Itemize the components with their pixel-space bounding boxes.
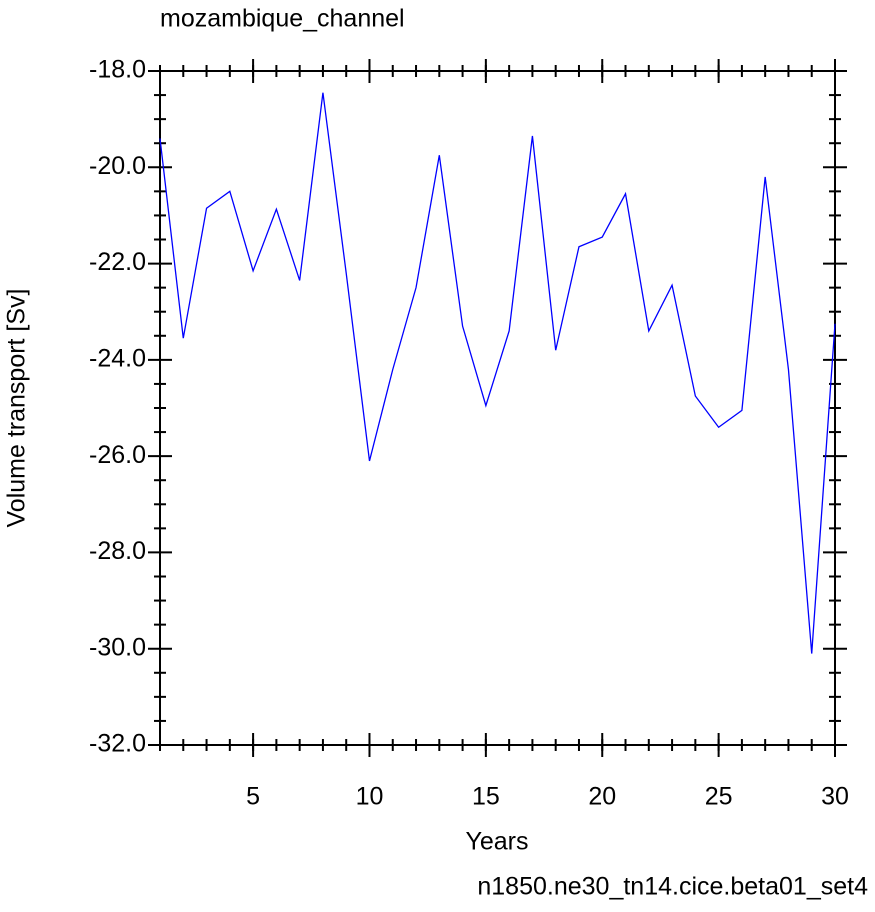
y-axis-label: Volume transport [Sv] <box>3 288 31 527</box>
y-tick-label: -18.0 <box>89 56 146 84</box>
chart-title: mozambique_channel <box>160 5 405 33</box>
x-tick-label: 20 <box>588 783 616 811</box>
y-tick-label: -20.0 <box>89 152 146 180</box>
y-tick-label: -26.0 <box>89 441 146 469</box>
x-tick-label: 10 <box>356 783 384 811</box>
y-tick-label: -30.0 <box>89 633 146 661</box>
y-tick-label: -28.0 <box>89 537 146 565</box>
y-tick-label: -22.0 <box>89 248 146 276</box>
y-tick-label: -32.0 <box>89 730 146 758</box>
x-tick-label: 15 <box>472 783 500 811</box>
plot-frame <box>159 70 836 746</box>
x-tick-label: 5 <box>246 783 260 811</box>
caption: n1850.ne30_tn14.cice.beta01_set4 <box>477 873 868 901</box>
y-tick-label: -24.0 <box>89 344 146 372</box>
x-tick-label: 30 <box>821 783 849 811</box>
x-axis-label: Years <box>465 828 528 856</box>
line-series <box>159 92 836 654</box>
x-tick-label: 25 <box>705 783 733 811</box>
